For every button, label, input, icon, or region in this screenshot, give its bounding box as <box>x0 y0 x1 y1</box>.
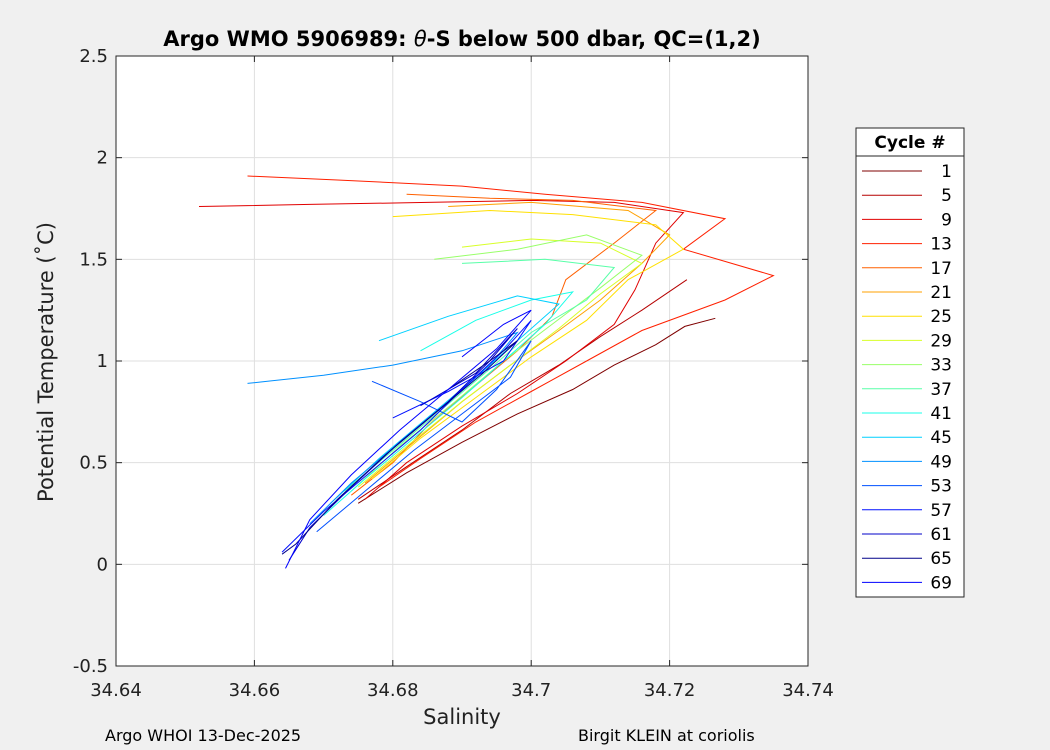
footer-left: Argo WHOI 13-Dec-2025 <box>105 726 301 745</box>
series-line-cycle-41 <box>323 291 575 516</box>
chart-title-theta: θ <box>414 27 427 51</box>
x-tick-label: 34.66 <box>229 680 281 701</box>
grid-lines <box>115 55 809 667</box>
series-line-cycle-17 <box>350 193 658 496</box>
x-tick-label: 34.64 <box>90 680 142 701</box>
legend-label-cycle-33: 33 <box>930 356 952 376</box>
y-tick-label: 2.5 <box>79 46 108 67</box>
legend: Cycle # 1 5 9 13 17 21 25 29 33 37 41 45 49 53 57 61 65 6… <box>855 127 965 598</box>
y-tick-label: -0.5 <box>73 656 108 677</box>
x-tick-label: 34.72 <box>644 680 696 701</box>
legend-items: 1 5 9 13 17 21 25 29 33 37 41 45 49 53 57 61 65 69 <box>862 162 952 593</box>
series-line-cycle-9 <box>198 199 685 500</box>
series-line-cycle-37 <box>344 258 616 492</box>
legend-label-cycle-5: 5 <box>941 186 952 206</box>
legend-label-cycle-65: 65 <box>930 549 952 569</box>
series-layer <box>198 175 775 569</box>
x-tick-label: 34.7 <box>511 680 551 701</box>
legend-label-cycle-29: 29 <box>930 331 952 351</box>
series-line-cycle-49 <box>247 331 519 525</box>
series-line-cycle-5 <box>357 279 688 500</box>
x-tick-label: 34.68 <box>367 680 419 701</box>
series-line-cycle-65 <box>281 340 518 555</box>
series-line-cycle-13 <box>247 175 775 488</box>
axis-ticks: 34.64 34.66 34.68 34.7 34.72 34.74 -0.5 0 0.5 1 1.… <box>73 46 834 701</box>
y-tick-label: 2 <box>97 148 108 169</box>
series-line-cycle-29 <box>357 238 643 488</box>
y-tick-label: 0.5 <box>79 453 108 474</box>
series-line-cycle-69 <box>285 309 532 569</box>
legend-label-cycle-53: 53 <box>930 477 952 497</box>
y-axis-label: Potential Temperature (˚C) <box>34 222 58 502</box>
x-tick-label: 34.74 <box>782 680 834 701</box>
footer-right: Birgit KLEIN at coriolis <box>578 726 755 745</box>
legend-label-cycle-13: 13 <box>930 235 952 255</box>
legend-label-cycle-49: 49 <box>930 452 952 472</box>
y-tick-label: 1.5 <box>79 249 108 270</box>
legend-label-cycle-45: 45 <box>930 428 952 448</box>
legend-label-cycle-41: 41 <box>930 404 952 424</box>
y-tick-label: 0 <box>97 554 108 575</box>
legend-box <box>855 127 965 598</box>
y-tick-label: 1 <box>97 351 108 372</box>
legend-label-cycle-17: 17 <box>930 259 952 279</box>
legend-label-cycle-9: 9 <box>941 210 952 230</box>
legend-label-cycle-61: 61 <box>930 525 952 545</box>
legend-label-cycle-37: 37 <box>930 380 952 400</box>
series-line-cycle-1 <box>357 317 716 504</box>
legend-title: Cycle # <box>874 133 945 153</box>
legend-label-cycle-21: 21 <box>930 283 952 303</box>
x-axis-label: Salinity <box>423 705 501 729</box>
chart-title-part-2: -S below 500 dbar, QC=(1,2) <box>427 27 761 51</box>
legend-label-cycle-25: 25 <box>930 307 952 327</box>
chart-title-part-1: Argo WMO 5906989: <box>163 27 414 51</box>
legend-label-cycle-57: 57 <box>930 501 952 521</box>
chart-title: Argo WMO 5906989: θ-S below 500 dbar, QC… <box>163 27 760 51</box>
series-line-cycle-53 <box>316 340 532 533</box>
legend-label-cycle-1: 1 <box>941 162 952 182</box>
legend-label-cycle-69: 69 <box>930 573 952 593</box>
series-line-cycle-25 <box>371 209 685 480</box>
